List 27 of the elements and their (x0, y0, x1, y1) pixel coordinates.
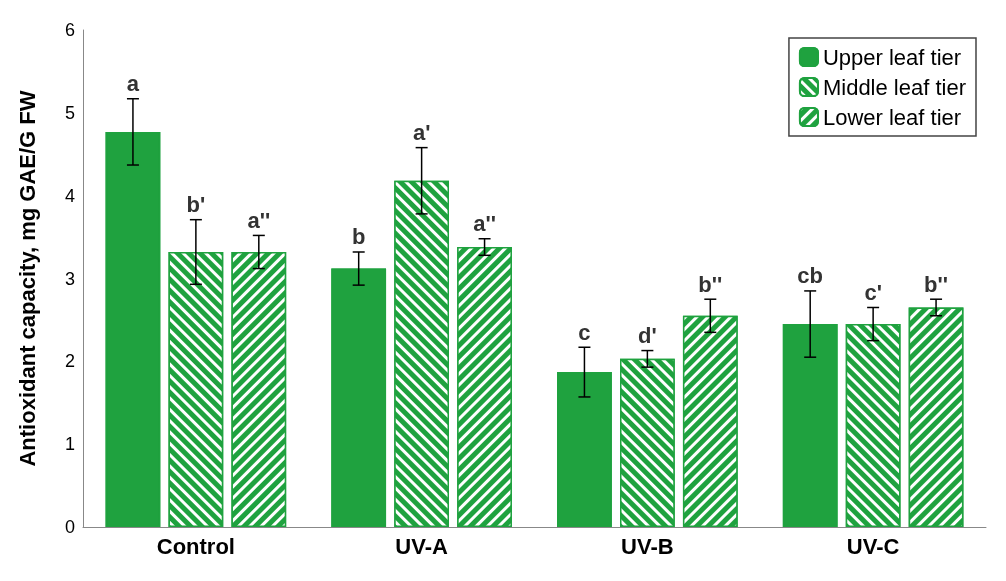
legend-label: Middle leaf tier (822, 74, 967, 100)
y-tick-label: 6 (64, 20, 75, 40)
y-tick-label: 4 (64, 185, 75, 206)
y-tick-label: 1 (64, 434, 75, 455)
x-tick-label: UV-B (621, 533, 674, 559)
annotation: c' (864, 279, 882, 305)
y-tick-label: 0 (64, 517, 75, 537)
x-tick-label: UV-A (395, 533, 449, 559)
annotation: c (578, 319, 591, 345)
x-tick-label: Control (156, 533, 235, 559)
legend-label: Lower leaf tier (822, 104, 962, 130)
y-tick-label: 2 (64, 351, 75, 372)
annotation: a (126, 71, 140, 97)
annotation: a' (412, 120, 431, 146)
annotation: a'' (247, 207, 271, 233)
annotation: b'' (698, 271, 723, 297)
annotation: b (351, 224, 366, 250)
y-tick-label: 5 (64, 102, 75, 123)
x-tick-label: UV-C (846, 533, 900, 559)
legend-label: Upper leaf tier (822, 44, 962, 70)
annotation: b'' (924, 271, 949, 297)
annotation: d' (638, 323, 657, 349)
y-tick-label: 3 (64, 268, 75, 289)
annotation: cb (797, 263, 824, 289)
annotation: a'' (473, 211, 496, 237)
annotation: b' (186, 192, 206, 218)
y-axis-title: Antioxidant capacity, mg GAE/G FW (14, 90, 40, 467)
